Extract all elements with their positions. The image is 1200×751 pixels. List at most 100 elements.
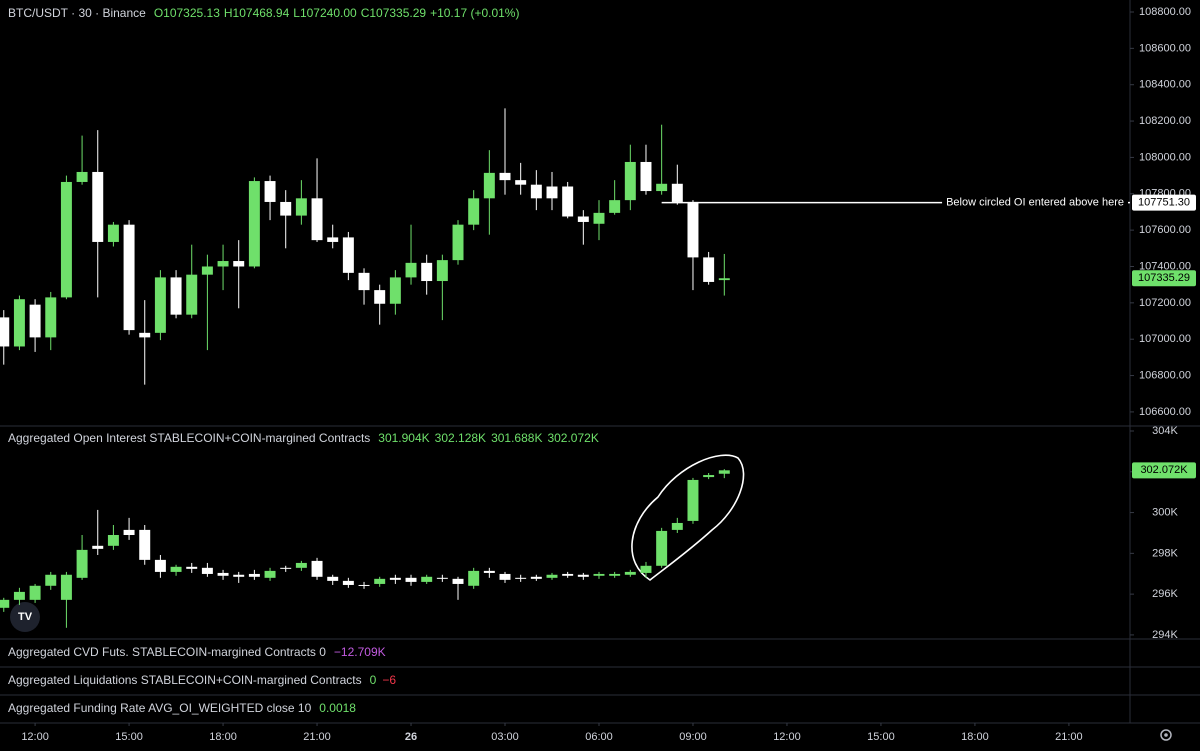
candle-body	[280, 567, 292, 569]
indicator-row: Aggregated Liquidations STABLECOIN+COIN-…	[8, 673, 396, 687]
last-price-tag	[1132, 462, 1196, 479]
candle-body	[107, 224, 119, 242]
candle-body	[468, 198, 480, 225]
candle-body	[201, 567, 213, 574]
candle-body	[170, 277, 182, 315]
candle-body	[436, 260, 448, 282]
ohlc-change: +10.17 (+0.01%)	[430, 6, 519, 20]
y-tick-label: 108400.00	[1139, 79, 1191, 91]
candle-body	[264, 181, 276, 202]
candle-body	[248, 573, 260, 577]
annotation-background	[942, 195, 1128, 210]
candle-body	[374, 578, 386, 584]
candle-body	[640, 565, 652, 573]
candle-body	[60, 181, 72, 298]
candle-body	[421, 576, 433, 582]
candle-body	[327, 576, 339, 581]
x-tick-label: 18:00	[961, 731, 989, 743]
indicator-title: Aggregated Liquidations STABLECOIN+COIN-…	[8, 673, 362, 687]
oi-title: Aggregated Open Interest STABLECOIN+COIN…	[8, 431, 370, 445]
candle-body	[405, 262, 417, 278]
x-tick-label: 21:00	[303, 731, 331, 743]
indicator-value: 0	[370, 673, 377, 687]
candle-body	[468, 570, 480, 586]
candle-body	[60, 574, 72, 600]
oi-legend: Aggregated Open Interest STABLECOIN+COIN…	[8, 431, 599, 445]
y-tick-label: 107400.00	[1139, 260, 1191, 272]
candle-body	[92, 171, 104, 242]
y-tick-label: 108200.00	[1139, 115, 1191, 127]
candle-body	[186, 274, 198, 315]
candle-body	[640, 161, 652, 192]
candle-body	[123, 529, 135, 535]
candle-body	[609, 200, 621, 213]
x-tick-label: 26	[405, 731, 417, 743]
candle-body	[139, 332, 151, 338]
x-tick-label: 12:00	[21, 731, 49, 743]
indicator-row: Aggregated Funding Rate AVG_OI_WEIGHTED …	[8, 701, 356, 715]
candle-body	[92, 545, 104, 549]
candle-body	[483, 172, 495, 199]
indicator-value: −6	[382, 673, 396, 687]
candle-body	[358, 272, 370, 291]
ohlc-value: H107468.94	[224, 6, 290, 20]
line-annotation: Below circled OI entered above here	[946, 197, 1124, 209]
y-tick-label: 106800.00	[1139, 369, 1191, 381]
candle-body	[530, 184, 542, 199]
candle-body	[311, 560, 323, 577]
candle-body	[295, 198, 307, 216]
candle-body	[452, 578, 464, 584]
y-tick-label: 107200.00	[1139, 297, 1191, 309]
candle-body	[389, 577, 401, 580]
y-tick-label: 304K	[1152, 425, 1178, 437]
candle-body	[295, 562, 307, 568]
candle-body	[280, 201, 292, 216]
candle-body	[687, 479, 699, 521]
candle-body	[154, 559, 166, 572]
candle-body	[374, 290, 386, 304]
ohlc-value: 301.904K	[378, 431, 429, 445]
settings-icon[interactable]	[1160, 729, 1172, 741]
candle-body	[656, 183, 668, 192]
candle-body	[405, 577, 417, 582]
price-legend: BTC/USDT · 30 · Binance O107325.13 H107468…	[8, 6, 519, 20]
ohlc-value: 302.072K	[547, 431, 598, 445]
candle-body	[515, 577, 527, 579]
x-tick-label: 09:00	[679, 731, 707, 743]
x-tick-label: 03:00	[491, 731, 519, 743]
y-tick-label: 298K	[1152, 547, 1178, 559]
candle-body	[593, 212, 605, 224]
candle-body	[499, 573, 511, 580]
y-tick-label: 106600.00	[1139, 406, 1191, 418]
indicator-title: Aggregated Funding Rate AVG_OI_WEIGHTED …	[8, 701, 312, 715]
y-tick-label: 294K	[1152, 629, 1178, 641]
candle-body	[217, 261, 229, 267]
candle-body	[233, 574, 245, 577]
candle-body	[703, 257, 715, 282]
line-price-tag	[1132, 194, 1196, 211]
candle-body	[671, 183, 683, 202]
candle-body	[45, 297, 57, 338]
candle-body	[186, 566, 198, 569]
last-price-tag	[1132, 270, 1196, 287]
ohlc-value: L107240.00	[293, 6, 357, 20]
candle-body	[0, 317, 10, 347]
y-tick-label: 107000.00	[1139, 333, 1191, 345]
candle-body	[546, 186, 558, 199]
tradingview-logo: TV	[10, 602, 40, 632]
candle-body	[13, 299, 25, 347]
candle-body	[671, 522, 683, 530]
candle-body	[248, 181, 260, 267]
candle-body	[358, 584, 370, 586]
candle-body	[76, 171, 88, 182]
candle-body	[217, 572, 229, 576]
hand-drawn-circle	[631, 454, 745, 581]
candle-body	[624, 571, 636, 575]
candle-body	[29, 304, 41, 338]
ohlc-value: O107325.13	[154, 6, 220, 20]
candle-body	[311, 198, 323, 241]
candle-body	[389, 277, 401, 304]
candle-body	[452, 224, 464, 261]
